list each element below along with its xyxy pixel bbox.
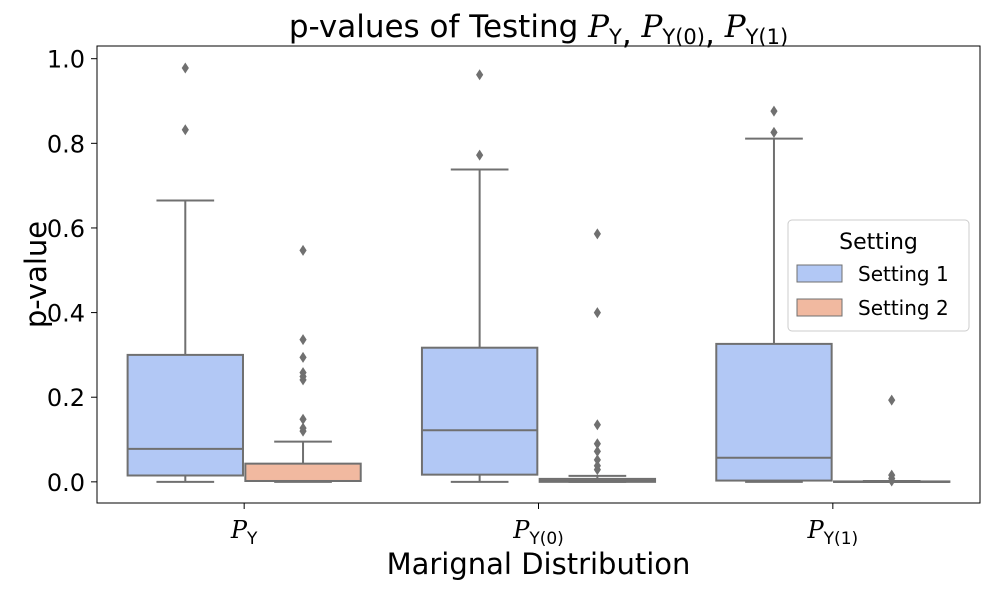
box-body xyxy=(126,353,244,477)
box-2-3 xyxy=(833,394,951,487)
y-tick-label: 0.0 xyxy=(47,469,85,497)
flier-point xyxy=(593,454,601,466)
chart-title: p-values of Testing PY, PY(0), PY(1) xyxy=(289,9,788,52)
flier-point xyxy=(299,334,307,346)
flier-point xyxy=(181,124,189,136)
flier-point xyxy=(181,62,189,74)
x-tick-label: PY xyxy=(230,516,258,549)
box-1-2 xyxy=(420,69,539,483)
box-1-3 xyxy=(715,105,833,483)
box-2-2 xyxy=(538,228,657,483)
flier-point xyxy=(593,445,601,457)
flier-point xyxy=(593,228,601,240)
flier-point xyxy=(888,469,896,481)
y-tick-label: 0.4 xyxy=(47,300,85,328)
flier-point xyxy=(593,438,601,450)
flier-point xyxy=(888,394,896,406)
box-body xyxy=(244,462,362,482)
box-body xyxy=(715,342,833,482)
x-axis-label: Marignal Distribution xyxy=(387,547,691,581)
y-tick-label: 0.2 xyxy=(47,384,85,412)
box-2-1 xyxy=(244,244,362,483)
flier-point xyxy=(593,460,601,472)
flier-point xyxy=(476,69,484,81)
y-tick-label: 1.0 xyxy=(47,46,85,74)
box-body xyxy=(420,346,539,476)
legend-swatch xyxy=(796,264,843,283)
x-tick-label: PY(0) xyxy=(512,516,564,549)
flier-point xyxy=(476,149,484,161)
flier-point xyxy=(299,367,307,379)
x-tick-label: PY(1) xyxy=(807,516,859,549)
legend-swatch xyxy=(796,298,843,317)
legend-label: Setting 2 xyxy=(858,296,949,320)
flier-point xyxy=(593,307,601,319)
flier-point xyxy=(593,419,601,431)
flier-point xyxy=(770,126,778,138)
titles-group: Marignal Distribution p-value p-values of … xyxy=(19,9,788,581)
legend-label: Setting 1 xyxy=(858,262,949,286)
flier-point xyxy=(299,244,307,256)
flier-point xyxy=(299,351,307,363)
axes-group: 0.0 0.2 0.4 0.6 0.8 1.0 PY PY(0) PY(1) xyxy=(47,45,981,549)
y-tick-label: 0.6 xyxy=(47,215,85,243)
y-tick-label: 0.8 xyxy=(47,130,85,158)
y-axis-label: p-value xyxy=(19,221,53,328)
legend: Setting Setting 1 Setting 2 xyxy=(787,219,970,332)
box-1-1 xyxy=(126,62,244,483)
flier-point xyxy=(770,105,778,117)
boxes-group xyxy=(126,62,951,487)
flier-point xyxy=(299,422,307,434)
flier-point xyxy=(299,413,307,425)
legend-title: Setting xyxy=(839,230,918,255)
